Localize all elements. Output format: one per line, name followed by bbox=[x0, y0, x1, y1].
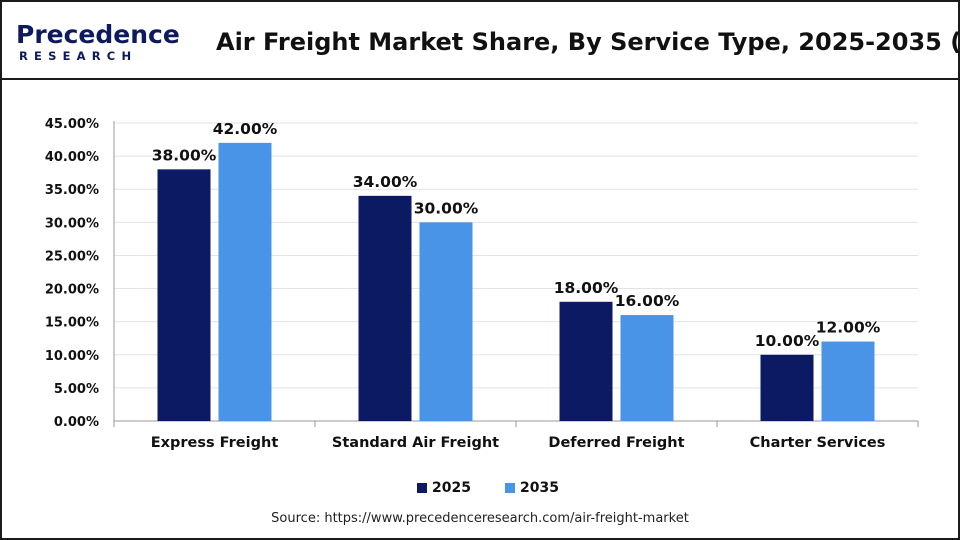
data-label: 38.00% bbox=[152, 146, 217, 164]
y-tick-label: 10.00% bbox=[45, 349, 99, 364]
bar-2025-deferred-freight bbox=[559, 301, 613, 421]
legend: 2025 2035 bbox=[0, 479, 960, 497]
legend-label-2035: 2035 bbox=[520, 480, 559, 496]
y-tick-label: 20.00% bbox=[45, 283, 99, 298]
logo-subtext: RESEARCH bbox=[19, 49, 138, 63]
y-tick-label: 15.00% bbox=[45, 316, 99, 331]
bar-2025-standard-air-freight bbox=[358, 195, 412, 421]
chart-title: Air Freight Market Share, By Service Typ… bbox=[216, 28, 960, 56]
x-tick-label: Standard Air Freight bbox=[332, 435, 499, 451]
x-tick-label: Express Freight bbox=[151, 435, 279, 451]
bar-2025-express-freight bbox=[157, 169, 211, 421]
y-tick-label: 25.00% bbox=[45, 249, 99, 264]
x-tick-label: Charter Services bbox=[750, 435, 886, 451]
legend-item-2035: 2035 bbox=[505, 479, 559, 497]
y-tick-label: 45.00% bbox=[45, 117, 99, 132]
logo-wordmark: Precedence bbox=[16, 20, 180, 49]
brand-logo: Precedence RESEARCH bbox=[16, 20, 180, 64]
y-tick-label: 5.00% bbox=[54, 382, 99, 397]
bar-2035-deferred-freight bbox=[620, 315, 674, 421]
x-tick-label: Deferred Freight bbox=[548, 435, 684, 451]
header: Precedence RESEARCH Air Freight Market S… bbox=[2, 2, 960, 80]
data-label: 42.00% bbox=[213, 120, 278, 138]
data-label: 34.00% bbox=[353, 173, 418, 191]
y-tick-label: 35.00% bbox=[45, 183, 99, 198]
source-note: Source: https://www.precedenceresearch.c… bbox=[271, 511, 689, 526]
legend-swatch-2035 bbox=[505, 483, 515, 493]
data-label: 12.00% bbox=[816, 319, 881, 337]
legend-label-2025: 2025 bbox=[432, 480, 471, 496]
y-tick-label: 0.00% bbox=[54, 415, 99, 430]
data-label: 16.00% bbox=[615, 292, 680, 310]
y-tick-label: 30.00% bbox=[45, 216, 99, 231]
data-label: 18.00% bbox=[554, 279, 619, 297]
data-label: 30.00% bbox=[414, 199, 479, 217]
bar-2025-charter-services bbox=[760, 354, 814, 421]
legend-swatch-2025 bbox=[417, 483, 427, 493]
bar-2035-express-freight bbox=[218, 142, 272, 421]
y-tick-label: 40.00% bbox=[45, 150, 99, 165]
legend-item-2025: 2025 bbox=[417, 479, 471, 497]
bar-2035-charter-services bbox=[821, 341, 875, 421]
bar-2035-standard-air-freight bbox=[419, 222, 473, 421]
data-label: 10.00% bbox=[755, 332, 820, 350]
